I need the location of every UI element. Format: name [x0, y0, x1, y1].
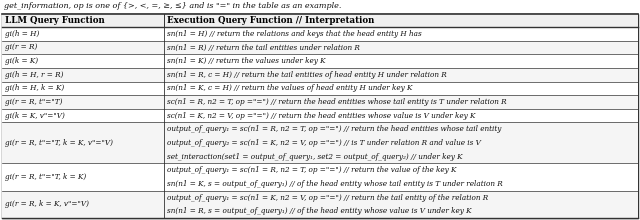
- Text: LLM Query Function: LLM Query Function: [5, 16, 105, 25]
- Text: gi(h = H, k = K): gi(h = H, k = K): [5, 84, 64, 92]
- Bar: [2, 68, 638, 82]
- Text: get_information, op is one of {>, <, =, ≥, ≤} and is "=" in the table as an exam: get_information, op is one of {>, <, =, …: [4, 2, 341, 10]
- Text: sn(n1 = K) // return the values under key K: sn(n1 = K) // return the values under ke…: [167, 57, 326, 65]
- Bar: [2, 95, 638, 109]
- Text: gi(r = R, t"="T): gi(r = R, t"="T): [5, 98, 63, 106]
- Bar: [2, 82, 638, 95]
- Text: sn(n1 = R, s = output_of_query₁) // of the head entity whose value is V under ke: sn(n1 = R, s = output_of_query₁) // of t…: [167, 207, 472, 215]
- Bar: [2, 109, 638, 123]
- Text: Execution Query Function // Interpretation: Execution Query Function // Interpretati…: [167, 16, 374, 25]
- Text: gi(k = K): gi(k = K): [5, 57, 38, 65]
- Bar: [2, 27, 638, 41]
- Text: gi(k = K, v"="V): gi(k = K, v"="V): [5, 112, 65, 120]
- Text: gi(r = R, t"="T, k = K): gi(r = R, t"="T, k = K): [5, 173, 86, 181]
- Bar: [2, 41, 638, 54]
- Text: sn(n1 = R, c = H) // return the tail entities of head entity H under relation R: sn(n1 = R, c = H) // return the tail ent…: [167, 71, 447, 79]
- Text: sn(n1 = H) // return the relations and keys that the head entity H has: sn(n1 = H) // return the relations and k…: [167, 30, 422, 38]
- Text: sn(n1 = R) // return the tail entities under relation R: sn(n1 = R) // return the tail entities u…: [167, 44, 360, 51]
- Text: gi(r = R, t"="T, k = K, v"="V): gi(r = R, t"="T, k = K, v"="V): [5, 139, 113, 147]
- Text: gi(r = R): gi(r = R): [5, 44, 37, 51]
- Text: sn(n1 = K, s = output_of_query₁) // of the head entity whose tail entity is T un: sn(n1 = K, s = output_of_query₁) // of t…: [167, 180, 503, 188]
- Text: sc(n1 = R, n2 = T, op ="=") // return the head entities whose tail entity is T u: sc(n1 = R, n2 = T, op ="=") // return th…: [167, 98, 507, 106]
- Bar: [2, 163, 638, 191]
- Text: gi(h = H, r = R): gi(h = H, r = R): [5, 71, 63, 79]
- Text: output_of_query₂ = sc(n1 = K, n2 = V, op ="=") // is T under relation R and valu: output_of_query₂ = sc(n1 = K, n2 = V, op…: [167, 139, 481, 147]
- Text: gi(r = R, k = K, v"="V): gi(r = R, k = K, v"="V): [5, 200, 89, 208]
- Text: gi(h = H): gi(h = H): [5, 30, 40, 38]
- Text: sn(n1 = K, c = H) // return the values of head entity H under key K: sn(n1 = K, c = H) // return the values o…: [167, 84, 413, 92]
- Text: output_of_query₁ = sc(n1 = K, n2 = V, op ="=") // return the tail entity of the : output_of_query₁ = sc(n1 = K, n2 = V, op…: [167, 194, 488, 202]
- Text: sc(n1 = K, n2 = V, op ="=") // return the head entities whose value is V under k: sc(n1 = K, n2 = V, op ="=") // return th…: [167, 112, 476, 120]
- Bar: [2, 191, 638, 218]
- Bar: [2, 123, 638, 163]
- Bar: [2, 14, 638, 27]
- Bar: [2, 54, 638, 68]
- Text: set_interaction(set1 = output_of_query₁, set2 = output_of_query₂) // under key K: set_interaction(set1 = output_of_query₁,…: [167, 153, 463, 161]
- Text: output_of_query₁ = sc(n1 = R, n2 = T, op ="=") // return the value of the key K: output_of_query₁ = sc(n1 = R, n2 = T, op…: [167, 166, 456, 174]
- Text: output_of_query₁ = sc(n1 = R, n2 = T, op ="=") // return the head entities whose: output_of_query₁ = sc(n1 = R, n2 = T, op…: [167, 125, 502, 133]
